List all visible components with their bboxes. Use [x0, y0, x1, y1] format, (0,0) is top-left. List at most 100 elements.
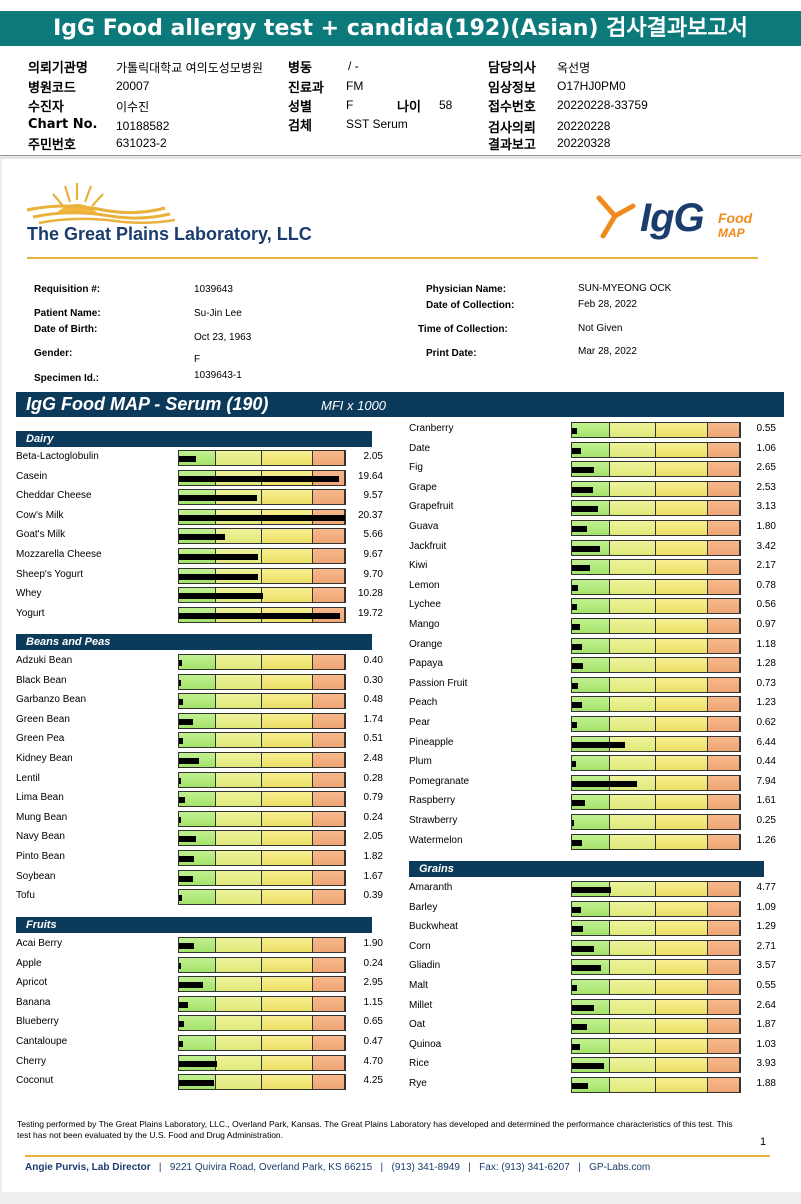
- gauge-zone: [261, 957, 314, 972]
- result-value: 2.64: [756, 999, 776, 1011]
- gauge-zone: [708, 795, 740, 810]
- gauge-zone: [216, 831, 262, 846]
- gauge-zone: [708, 775, 740, 790]
- result-bar: [572, 486, 593, 493]
- gauge-zone: [261, 811, 314, 826]
- result-bar: [572, 604, 577, 611]
- gauge-zone: [708, 658, 740, 673]
- result-bar: [572, 702, 583, 709]
- specimen-value: 1039643-1: [194, 370, 242, 381]
- gauge-zone: [216, 451, 262, 465]
- gauge-bar: [178, 850, 346, 866]
- result-value: 1.09: [756, 901, 776, 913]
- result-bar: [179, 797, 186, 804]
- food-name: Cantaloupe: [16, 1036, 68, 1047]
- gauge-bar: [571, 578, 741, 595]
- food-name: Guava: [409, 521, 439, 532]
- gauge-zone: [313, 890, 345, 905]
- result-bar: [572, 741, 626, 748]
- result-bar: [179, 816, 181, 823]
- result-bar: [179, 982, 204, 989]
- header-value: 10188582: [116, 119, 170, 133]
- report-title-banner: IgG Food allergy test + candida(192)(Asi…: [0, 11, 801, 46]
- header-label: 주민번호: [28, 138, 76, 153]
- result-bar: [572, 926, 583, 933]
- result-bar: [572, 545, 601, 552]
- patient-name-value: Su-Jin Lee: [194, 308, 242, 319]
- gauge-zone: [216, 753, 262, 767]
- header-value: 가톨릭대학교 여의도성모병원: [116, 61, 263, 75]
- result-bar: [179, 777, 182, 784]
- result-value: 4.25: [363, 1075, 383, 1087]
- gauge-zone: [572, 423, 610, 437]
- gauge-zone: [261, 655, 314, 669]
- gauge-bar: [178, 508, 346, 525]
- dob-label: Date of Birth:: [34, 324, 98, 335]
- gauge-zone: [216, 977, 262, 992]
- result-value: 0.48: [363, 694, 383, 706]
- gauge-bar: [178, 548, 346, 564]
- gauge-zone: [708, 736, 740, 751]
- header-label: 진료과: [288, 81, 324, 96]
- result-value: 2.48: [363, 753, 383, 764]
- header-value: 20220228: [557, 119, 611, 133]
- header-label: 성별: [288, 100, 312, 115]
- header-label: 병동: [288, 61, 312, 76]
- result-value: 9.67: [363, 549, 383, 560]
- result-value: 0.25: [756, 815, 776, 826]
- food-name: Green Pea: [16, 733, 65, 745]
- gauge-bar: [571, 559, 741, 576]
- result-bar: [572, 839, 583, 846]
- footer-web[interactable]: GP-Labs.com: [589, 1162, 651, 1173]
- result-value: 0.97: [756, 619, 776, 630]
- gauge-zone: [655, 717, 709, 731]
- gauge-zone: [179, 811, 217, 826]
- result-value: 3.42: [756, 540, 776, 552]
- gauge-bar: [571, 637, 741, 654]
- gauge-zone: [313, 938, 345, 952]
- footnote: Testing performed by The Great Plains La…: [17, 1119, 733, 1140]
- result-bar: [179, 573, 259, 580]
- result-value: 0.44: [756, 756, 776, 768]
- collection-time-value: Not Given: [578, 323, 623, 334]
- physician-label: Physician Name:: [426, 284, 507, 295]
- gauge-zone: [313, 733, 345, 748]
- result-value: 0.47: [363, 1036, 383, 1047]
- gauge-zone: [609, 501, 656, 516]
- result-value: 1.18: [756, 638, 776, 650]
- gauge-zone: [708, 677, 740, 692]
- header-value: 20220328: [557, 136, 611, 150]
- gauge-zone: [609, 1058, 656, 1073]
- gauge-zone: [609, 481, 656, 496]
- gauge-zone: [655, 521, 709, 535]
- gauge-zone: [609, 462, 656, 477]
- gauge-zone: [572, 756, 610, 771]
- result-value: 9.57: [363, 490, 383, 502]
- gauge-bar: [571, 461, 741, 478]
- gauge-zone: [609, 940, 656, 955]
- food-name: Mango: [409, 619, 440, 630]
- gauge-zone: [655, 462, 709, 477]
- gauge-zone: [655, 940, 709, 955]
- result-value: 1.61: [756, 795, 776, 807]
- gauge-zone: [261, 568, 314, 583]
- brand-igg: IgG: [640, 196, 705, 240]
- gauge-bar: [178, 830, 346, 847]
- result-value: 1.88: [756, 1078, 776, 1089]
- gauge-bar: [178, 732, 346, 749]
- gauge-bar: [571, 814, 741, 830]
- gauge-zone: [609, 423, 656, 437]
- result-bar: [572, 663, 583, 670]
- gauge-zone: [572, 579, 610, 594]
- food-name: Pear: [409, 717, 431, 728]
- food-name: Blueberry: [16, 1016, 59, 1028]
- gauge-zone: [179, 1016, 217, 1031]
- food-name: Millet: [409, 999, 433, 1011]
- gauge-zone: [261, 851, 314, 865]
- gauge-zone: [179, 674, 217, 689]
- result-value: 19.64: [357, 470, 383, 482]
- result-bar: [179, 679, 182, 686]
- result-bar: [179, 554, 258, 560]
- gauge-zone: [572, 815, 610, 829]
- gauge-zone: [179, 655, 217, 669]
